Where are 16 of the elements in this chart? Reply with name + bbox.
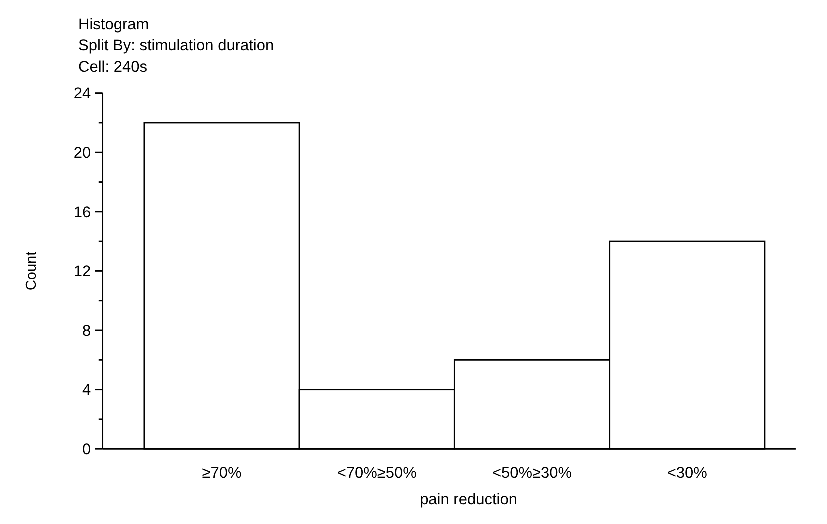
- y-tick-label: 4: [82, 382, 92, 400]
- y-tick-label: 24: [74, 86, 92, 103]
- chart-title: Histogram: [78, 16, 150, 34]
- y-tick-label: 8: [82, 322, 92, 340]
- x-tick-label: <30%: [667, 465, 708, 482]
- y-axis-title: Count: [24, 252, 40, 291]
- x-tick-label: <50%≥30%: [492, 465, 572, 482]
- x-tick-label: <70%≥50%: [337, 465, 418, 482]
- y-tick-label: 0: [82, 442, 92, 459]
- chart-subtitle: Split By: stimulation duration: [78, 38, 274, 55]
- x-axis-title: pain reduction: [420, 491, 518, 508]
- text: Cell: 240s: [78, 58, 148, 76]
- y-tick-label: 16: [74, 204, 92, 222]
- y-tick-label: 20: [74, 145, 92, 162]
- y-tick-label: 12: [74, 264, 92, 281]
- x-tick-label: ≥70%: [202, 465, 242, 482]
